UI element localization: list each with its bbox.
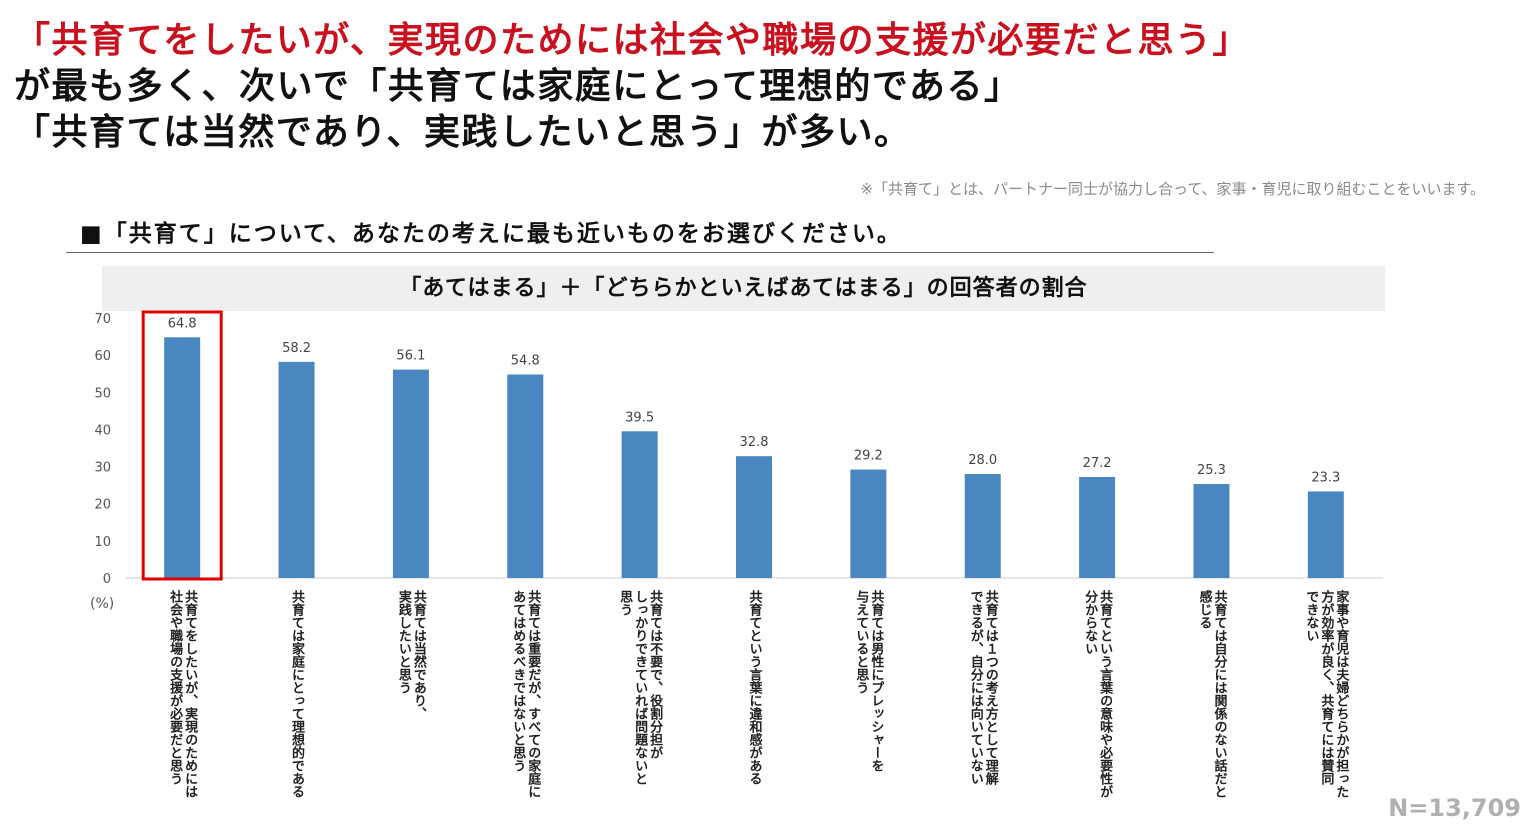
bar: [1079, 476, 1116, 578]
y-tick-label: 60: [94, 349, 111, 364]
y-tick-label: 40: [94, 423, 111, 438]
x-tick-label: 共育ては自分には関係のない話だと 感じる: [1196, 590, 1227, 798]
data-label: 27.2: [1083, 456, 1112, 471]
data-label: 23.3: [1311, 470, 1340, 485]
chart-title-bar: 「あてはまる」＋「どちらかといえばあてはまる」の回答者の割合: [102, 266, 1385, 311]
data-label: 28.0: [968, 453, 997, 468]
x-tick-label: 共育ては不要で、役割分担が しっかりできていれば問題ないと 思う: [617, 590, 663, 785]
y-tick-label: 0: [103, 572, 111, 587]
x-tick-label: 共育ては重要だが、すべての家庭に あてはめるべきではないと思う: [510, 590, 541, 798]
x-tick-label: 共育てという言葉の意味や必要性が 分からない: [1082, 590, 1113, 798]
x-tick-label: 共育ては男性にプレッシャーを 与えていると思う: [853, 590, 884, 772]
headline-line-2: が最も多く、次いで「共育ては家庭にとって理想的である」: [14, 66, 1022, 107]
data-label: 29.2: [854, 449, 883, 464]
y-tick-label: 50: [94, 386, 111, 401]
data-label: 39.5: [625, 410, 654, 425]
bar: [1307, 491, 1344, 578]
definition-note: ※「共育て」とは、パートナー同士が協力し合って、家事・育児に取り組むことをいいま…: [860, 180, 1485, 198]
data-label: 56.1: [396, 349, 425, 364]
y-tick-label: 70: [94, 312, 111, 327]
bar: [392, 369, 429, 578]
x-tick-label: 共育ては当然であり、 実践したいと思う: [395, 590, 426, 720]
highlight-box: [141, 310, 223, 581]
headline-line-1: 「共育てをしたいが、実現のためには社会や職場の支援が必要だと思う」: [14, 20, 1251, 61]
survey-question: ■「共育て」について、あなたの考えに最も近いものをお選びください。: [80, 221, 902, 247]
bar: [850, 469, 887, 578]
headline: 「共育てをしたいが、実現のためには社会や職場の支援が必要だと思う」 が最も多く、…: [14, 18, 1250, 156]
bar: [1193, 484, 1230, 578]
y-tick-label: 20: [94, 498, 111, 513]
bar: [621, 431, 658, 578]
x-tick-label: 家事や育児は夫婦どちらかが担った 方が効率が良く、共育てには賛同 できない: [1303, 590, 1349, 798]
bar: [964, 474, 1001, 578]
data-label: 54.8: [511, 353, 540, 368]
x-tick-label: 共育てという言葉に違和感がある: [746, 590, 762, 785]
x-tick-label: 共育ては１つの考え方として理解 できるが、自分には向いていない: [967, 590, 998, 785]
data-label: 32.8: [740, 435, 769, 450]
chart-title: 「あてはまる」＋「どちらかといえばあてはまる」の回答者の割合: [399, 276, 1088, 301]
data-label: 25.3: [1197, 463, 1226, 478]
bar: [164, 337, 201, 578]
data-label: 64.8: [168, 316, 197, 331]
sample-size: N=13,709: [1388, 794, 1521, 822]
bar: [507, 374, 544, 578]
bar: [736, 456, 772, 578]
y-axis-unit: (%): [90, 596, 115, 612]
question-underline: [66, 252, 1214, 253]
headline-line-3: 「共育ては当然であり、実践したいと思う」が多い。: [14, 112, 912, 153]
bar: [278, 361, 315, 578]
x-tick-label: 共育てをしたいが、実現のためには 社会や職場の支援が必要だと思う: [167, 590, 198, 798]
y-tick-label: 30: [94, 461, 111, 476]
y-tick-label: 10: [94, 535, 111, 550]
data-label: 58.2: [282, 341, 311, 356]
x-tick-label: 共育ては家庭にとって理想的である: [289, 590, 305, 798]
